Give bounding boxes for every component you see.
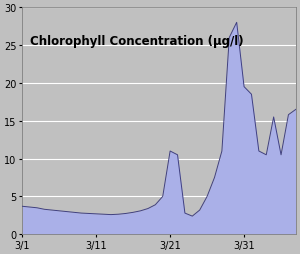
Text: Chlorophyll Concentration (μg/l): Chlorophyll Concentration (μg/l)	[30, 35, 244, 48]
